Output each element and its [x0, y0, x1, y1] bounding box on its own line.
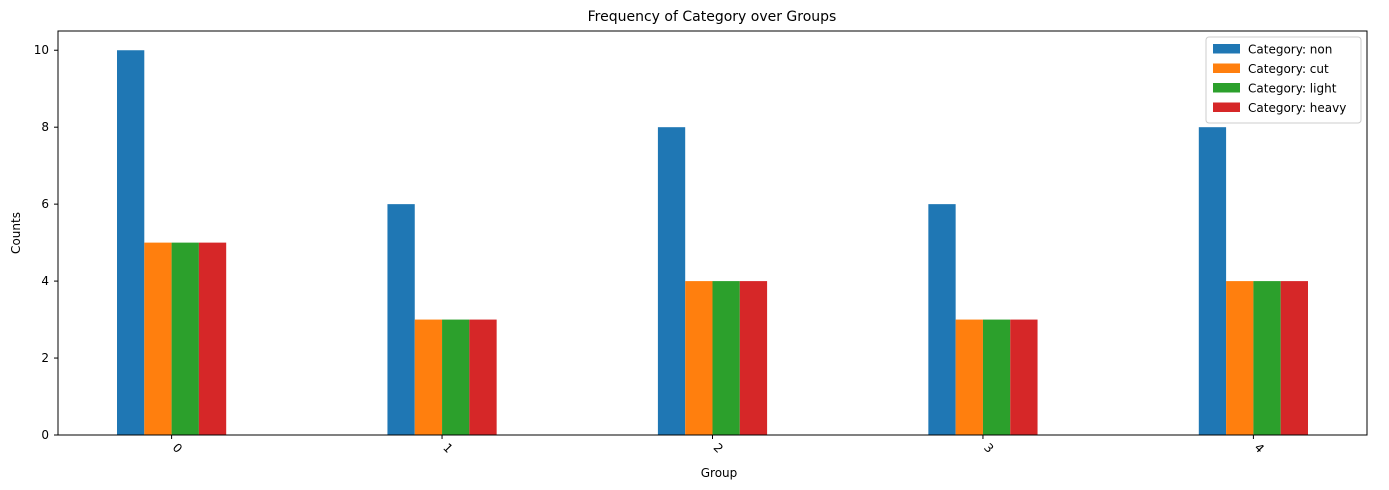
- bar-2-series-2: [712, 281, 740, 435]
- legend-box: [1205, 36, 1362, 124]
- y-tick-label: 8: [41, 120, 49, 134]
- bar-4-series-1: [1226, 281, 1254, 435]
- bar-3-series-0: [928, 204, 956, 435]
- bar-1-series-1: [414, 319, 443, 435]
- bar-2-series-0: [657, 127, 686, 435]
- bar-4-series-0: [1198, 127, 1227, 435]
- x-tick-label: 2: [711, 441, 726, 456]
- bar-4-series-2: [1253, 281, 1281, 435]
- legend-label: Category: non: [1248, 43, 1332, 57]
- y-tick-label: 4: [41, 274, 49, 288]
- y-axis-label: Counts: [9, 212, 23, 254]
- y-tick-label: 2: [41, 351, 49, 365]
- x-tick-label: 0: [170, 441, 185, 456]
- legend-label: Category: light: [1248, 82, 1337, 96]
- bar-1-series-0: [387, 204, 415, 435]
- legend-label: Category: cut: [1248, 62, 1329, 76]
- y-tick-label: 10: [34, 43, 49, 57]
- axes-frame: [57, 30, 1368, 436]
- legend-swatch: [1213, 63, 1240, 73]
- y-tick-label: 6: [41, 197, 49, 211]
- bar-0-series-2: [171, 242, 199, 435]
- bar-0-series-3: [198, 242, 227, 435]
- x-tick-label: 4: [1252, 441, 1267, 456]
- bar-2-series-1: [685, 281, 713, 435]
- bar-1-series-2: [442, 319, 470, 435]
- bar-4-series-3: [1280, 281, 1308, 435]
- legend: Category: non Category: cut Category: ligh…: [1205, 36, 1362, 124]
- bar-3-series-1: [955, 319, 983, 435]
- legend-swatch: [1213, 102, 1240, 112]
- bar-1-series-3: [469, 319, 497, 435]
- legend-swatch: [1213, 83, 1240, 93]
- bar-3-series-2: [982, 319, 1011, 435]
- x-axis-label: Group: [701, 466, 738, 480]
- legend-swatch: [1213, 44, 1240, 54]
- x-tick-label: 1: [440, 441, 455, 456]
- x-tick-label: 3: [981, 441, 996, 456]
- bar-2-series-3: [739, 281, 768, 435]
- chart-title: Frequency of Category over Groups: [588, 9, 837, 25]
- legend-label: Category: heavy: [1248, 101, 1346, 115]
- plot-area: 0 2 4 6 8 10 0 1 2 3 4: [34, 43, 1308, 456]
- bar-3-series-3: [1010, 319, 1038, 435]
- y-tick-label: 0: [41, 428, 49, 442]
- bar-0-series-1: [144, 242, 172, 435]
- bar-0-series-0: [117, 50, 145, 436]
